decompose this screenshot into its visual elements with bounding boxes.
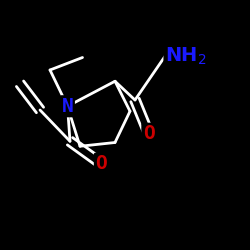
Text: O: O bbox=[143, 124, 154, 143]
Text: N: N bbox=[62, 97, 74, 116]
Text: NH$_2$: NH$_2$ bbox=[165, 46, 206, 67]
Text: O: O bbox=[96, 154, 107, 173]
